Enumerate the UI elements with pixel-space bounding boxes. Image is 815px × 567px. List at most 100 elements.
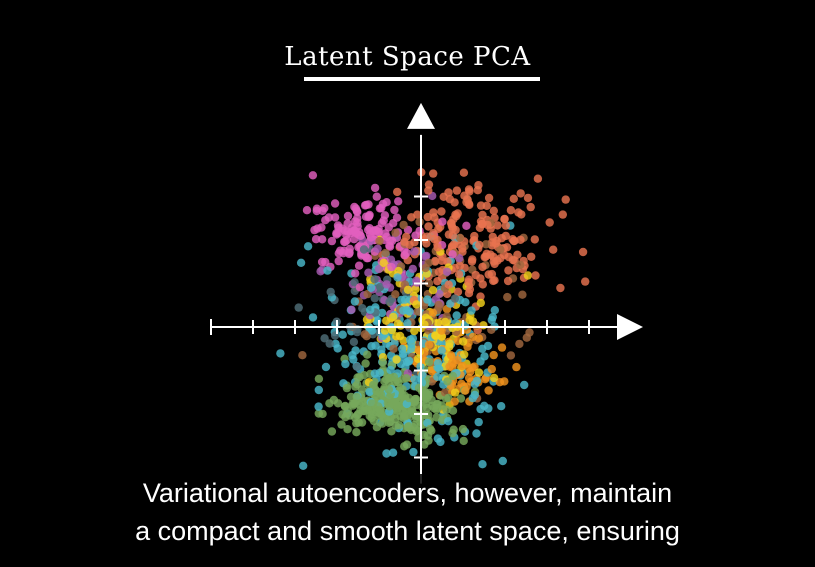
scatter-point	[465, 315, 474, 325]
scatter-point	[393, 187, 402, 197]
scatter-point	[448, 406, 458, 415]
scatter-point	[343, 406, 352, 415]
scatter-point	[444, 393, 453, 403]
scatter-point	[333, 344, 342, 353]
scatter-point	[332, 230, 341, 239]
scatter-point	[422, 239, 431, 248]
scatter-point	[498, 456, 507, 466]
scatter-point	[489, 276, 498, 286]
scatter-point	[357, 418, 367, 427]
scatter-point	[476, 292, 485, 301]
scatter-point	[353, 373, 362, 382]
scatter-point	[445, 195, 455, 204]
scatter-point	[474, 368, 484, 377]
scatter-point	[368, 380, 378, 389]
scatter-point	[389, 344, 398, 353]
scatter-point	[461, 386, 470, 395]
scatter-point	[302, 206, 312, 215]
scatter-point	[429, 208, 438, 217]
scatter-point	[381, 248, 390, 258]
axes	[210, 102, 643, 484]
scatter-point	[423, 212, 432, 222]
scatter-point	[299, 461, 308, 470]
scatter-point	[503, 276, 513, 286]
scatter-point	[382, 316, 391, 325]
x-axis-arrowhead-icon	[617, 314, 643, 340]
scatter-point	[483, 341, 493, 351]
scatter-point	[478, 262, 487, 272]
scatter-point	[391, 290, 400, 299]
scatter-point	[433, 277, 442, 286]
scatter-point	[424, 186, 433, 195]
scatter-point	[334, 223, 343, 232]
scatter-point	[448, 429, 457, 438]
title-underline	[304, 77, 540, 81]
scatter-point	[364, 225, 373, 235]
scatter-point	[484, 193, 494, 203]
scatter-point	[487, 364, 496, 374]
scatter-point	[394, 266, 403, 276]
scatter-point	[444, 280, 453, 289]
scatter-point	[448, 371, 457, 381]
scatter-point	[378, 199, 388, 209]
scatter-point	[394, 197, 403, 206]
scatter-point	[503, 292, 512, 302]
scatter-point	[444, 188, 453, 197]
scatter-point	[387, 427, 396, 436]
scatter-point	[427, 395, 436, 405]
scatter-point	[470, 390, 479, 400]
scatter-point	[453, 209, 462, 218]
scatter-point	[385, 241, 394, 250]
scatter-point	[489, 373, 499, 383]
scatter-point	[428, 308, 438, 317]
scatter-point	[386, 255, 396, 264]
scatter-point	[443, 267, 452, 276]
scatter-point	[437, 326, 446, 335]
scatter-point	[340, 237, 349, 247]
scatter-point	[359, 245, 369, 254]
scatter-point	[415, 226, 424, 236]
scatter-point	[410, 247, 419, 256]
scatter-point	[526, 202, 535, 212]
scatter-point	[431, 331, 441, 341]
scatter-point	[517, 210, 526, 219]
scatter-point	[386, 365, 395, 375]
scatter-point	[349, 337, 359, 347]
scatter-point	[337, 420, 346, 429]
scatter-point	[452, 311, 461, 320]
scatter-point	[468, 363, 477, 372]
scatter-point	[409, 447, 418, 457]
scatter-point	[378, 358, 388, 367]
scatter-point	[382, 280, 391, 289]
scatter-point	[489, 350, 498, 360]
scatter-point	[372, 386, 381, 396]
scatter-point	[308, 313, 318, 322]
scatter-point	[303, 242, 313, 251]
scatter-point	[321, 362, 331, 372]
scatter-point	[350, 278, 359, 287]
scatter-point	[527, 252, 536, 261]
scatter-point	[410, 326, 419, 336]
scatter-point	[343, 219, 352, 228]
scatter-point	[368, 326, 377, 335]
scatter-point	[355, 283, 365, 292]
scatter-point	[450, 397, 459, 406]
scatter-point	[370, 183, 380, 193]
scatter-point	[341, 359, 350, 369]
scatter-point	[460, 350, 469, 359]
scatter-point	[545, 218, 554, 227]
scatter-point	[449, 240, 458, 249]
scatter-point	[410, 375, 419, 384]
scatter-point	[429, 403, 439, 413]
scatter-point	[489, 257, 498, 266]
scatter-point	[523, 271, 533, 280]
scatter-point	[520, 380, 529, 390]
scatter-point	[429, 169, 438, 178]
scatter-point	[506, 206, 516, 215]
chart-title: Latent Space PCA	[284, 42, 531, 72]
scatter-point	[464, 373, 474, 383]
scatter-point	[459, 337, 468, 346]
scatter-point	[348, 399, 357, 409]
scatter-point	[400, 295, 410, 304]
scatter-point	[387, 262, 396, 272]
